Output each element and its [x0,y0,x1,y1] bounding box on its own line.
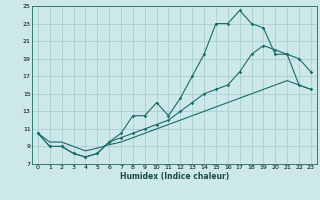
X-axis label: Humidex (Indice chaleur): Humidex (Indice chaleur) [120,172,229,181]
